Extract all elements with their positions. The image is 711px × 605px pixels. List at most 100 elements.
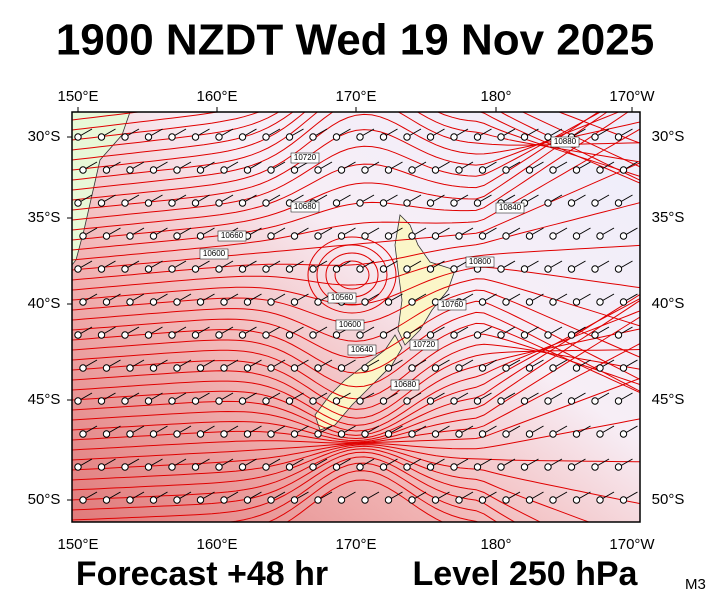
station xyxy=(238,265,247,273)
station xyxy=(285,133,294,141)
station xyxy=(285,265,294,273)
station xyxy=(191,199,200,207)
contour-line xyxy=(72,202,640,281)
contour-label: 10800 xyxy=(469,257,492,266)
station xyxy=(215,133,223,141)
station xyxy=(455,430,463,438)
contour-label: 10840 xyxy=(499,203,522,212)
station xyxy=(408,430,416,438)
station xyxy=(450,331,458,339)
station xyxy=(173,298,181,306)
station xyxy=(74,463,82,471)
station xyxy=(121,199,129,207)
station xyxy=(473,331,482,339)
station xyxy=(356,331,364,339)
station xyxy=(384,364,393,372)
station xyxy=(102,364,111,372)
contour-line xyxy=(72,112,602,221)
station xyxy=(361,298,369,306)
station xyxy=(290,298,299,306)
contour-label-box xyxy=(199,248,229,260)
station xyxy=(361,364,369,372)
station xyxy=(337,166,346,174)
station xyxy=(168,331,176,339)
station xyxy=(267,166,275,174)
station xyxy=(544,331,552,339)
station xyxy=(502,232,510,240)
station xyxy=(332,463,341,471)
contour-label: 10660 xyxy=(221,231,244,240)
station xyxy=(262,133,270,141)
station xyxy=(149,166,158,174)
station xyxy=(525,430,534,438)
station xyxy=(102,232,111,240)
station xyxy=(614,133,623,141)
station xyxy=(262,199,270,207)
station xyxy=(79,430,87,438)
contour-label: 10640 xyxy=(351,345,374,354)
station xyxy=(572,364,581,372)
station xyxy=(215,265,223,273)
station xyxy=(74,199,82,207)
contour-line xyxy=(72,112,629,251)
title: 1900 NZDT Wed 19 Nov 2025 xyxy=(56,16,654,65)
station xyxy=(591,463,599,471)
station xyxy=(290,430,299,438)
station xyxy=(455,364,463,372)
station xyxy=(455,232,463,240)
contour-line xyxy=(72,112,640,181)
station xyxy=(525,166,534,174)
station xyxy=(262,463,270,471)
contour-line xyxy=(72,128,640,261)
station xyxy=(196,166,205,174)
station xyxy=(79,232,87,240)
station xyxy=(144,331,153,339)
station xyxy=(332,199,341,207)
contour-label: 10560 xyxy=(331,293,354,302)
station xyxy=(97,463,106,471)
station xyxy=(173,496,181,504)
station xyxy=(572,298,581,306)
contour-label: 10880 xyxy=(554,137,577,146)
station xyxy=(149,364,158,372)
station xyxy=(220,298,228,306)
station xyxy=(478,232,487,240)
station xyxy=(591,133,599,141)
station xyxy=(309,397,317,405)
station xyxy=(426,265,435,273)
station xyxy=(478,430,487,438)
station xyxy=(79,166,87,174)
station xyxy=(497,331,505,339)
station xyxy=(243,166,252,174)
station xyxy=(144,397,153,405)
station xyxy=(525,364,534,372)
station xyxy=(97,265,106,273)
contour-line xyxy=(226,462,498,522)
station xyxy=(549,232,557,240)
station xyxy=(361,166,369,174)
station xyxy=(97,199,106,207)
contour-line xyxy=(72,343,640,451)
station xyxy=(567,265,576,273)
station xyxy=(619,232,628,240)
station xyxy=(168,265,176,273)
station xyxy=(619,166,628,174)
station xyxy=(314,364,322,372)
station xyxy=(549,298,557,306)
left-lat-label: 45°S xyxy=(28,391,61,408)
station xyxy=(431,232,440,240)
right-lat-label: 50°S xyxy=(652,491,685,508)
station xyxy=(614,331,623,339)
station xyxy=(426,331,435,339)
contour-line xyxy=(72,316,640,443)
top-lon-label: 180° xyxy=(480,88,511,105)
station xyxy=(215,397,223,405)
left-lat-label: 40°S xyxy=(28,295,61,312)
station xyxy=(356,463,364,471)
station xyxy=(520,133,529,141)
station xyxy=(238,133,247,141)
station xyxy=(473,463,482,471)
station xyxy=(238,199,247,207)
top-lon-label: 160°E xyxy=(196,88,237,105)
